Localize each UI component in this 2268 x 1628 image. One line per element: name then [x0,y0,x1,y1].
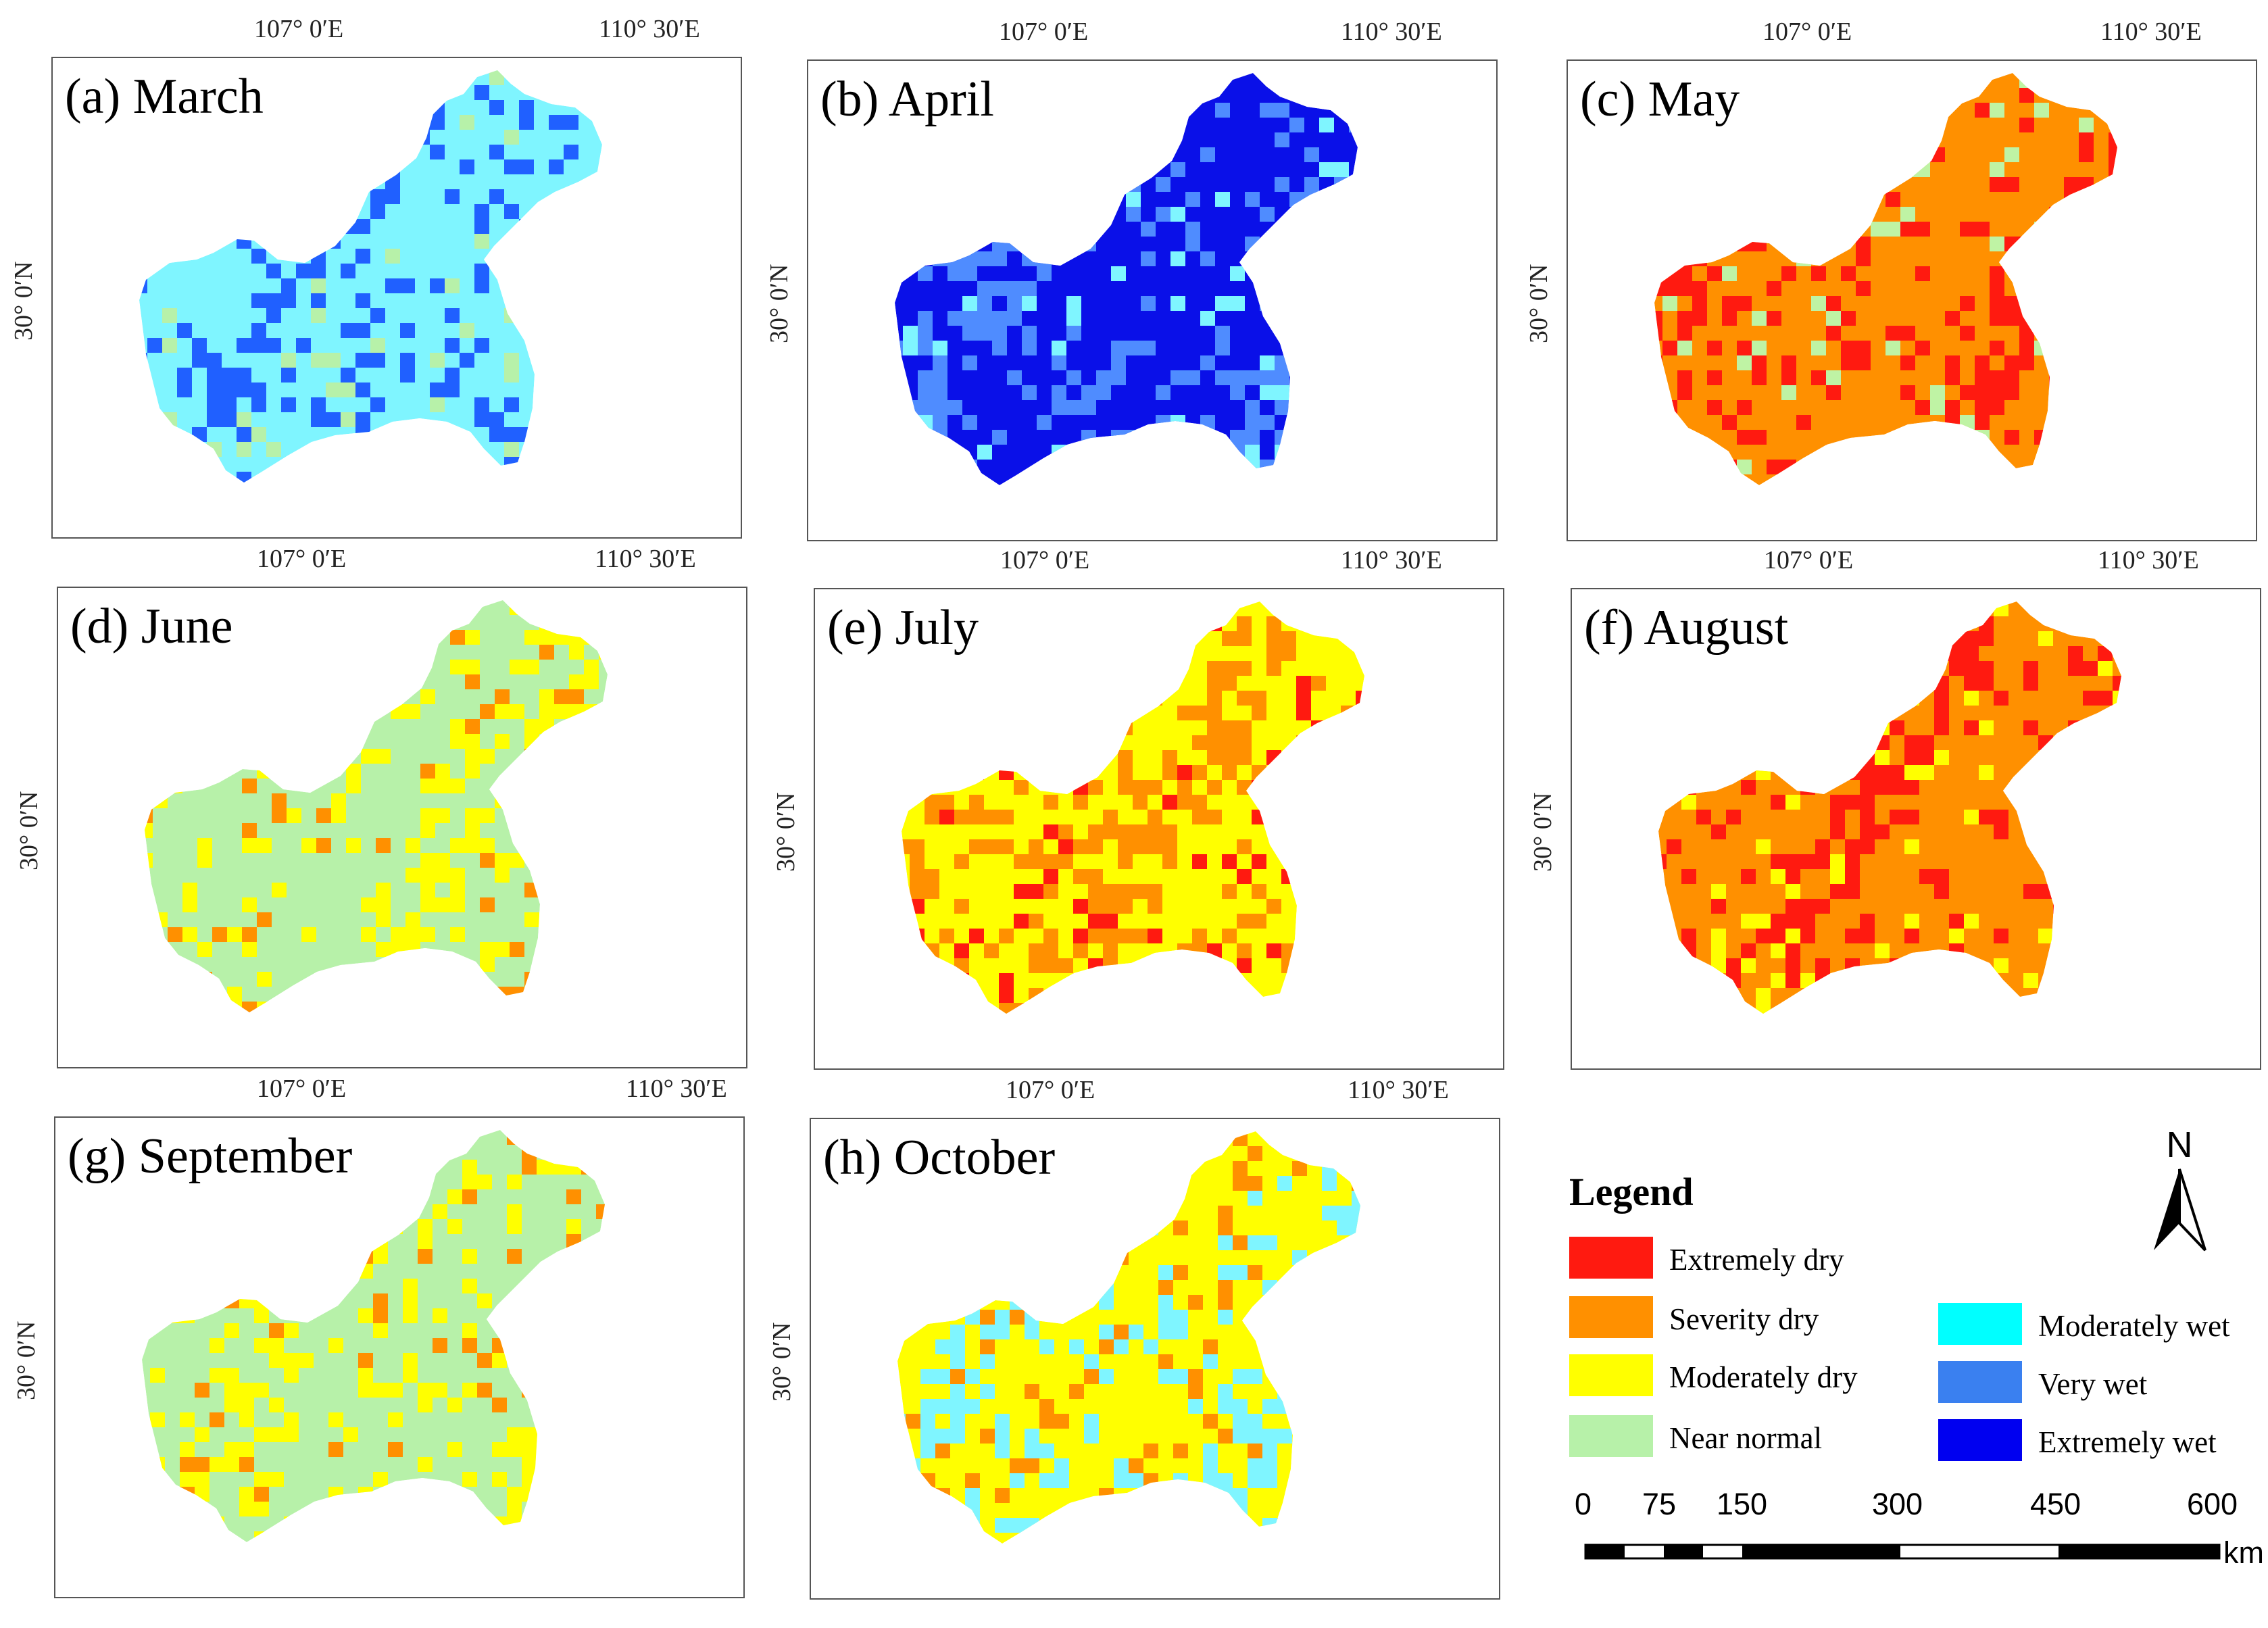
scale-label-75: 75 [1642,1487,1677,1521]
map-panel-may: (c) May 107° 0′E 110° 30′E 30° 0′N [1525,19,2257,541]
lon-tick-110-30: 110° 30′E [595,545,696,573]
legend-label: Extremely wet [2038,1425,2217,1459]
region-fill [1654,73,2117,485]
map-panel-august: (f) August 107° 0′E 110° 30′E 30° 0′N [1529,547,2261,1070]
drought-map [142,1130,605,1542]
legend-label: Moderately dry [1669,1360,1858,1394]
panel-title: (g) September [68,1129,353,1184]
lat-tick-30: 30° 0′N [12,1321,41,1400]
lon-tick-107: 107° 0′E [257,1075,347,1103]
panel-title: (d) June [70,599,233,654]
map-panel-april: (b) April 107° 0′E 110° 30′E 30° 0′N [765,19,1498,541]
lat-tick-30: 30° 0′N [1525,264,1553,343]
panel-title: (b) April [820,72,994,127]
north-arrow-icon: N [2154,1125,2207,1252]
legend-swatch [1938,1303,2022,1345]
drought-map [1654,73,2117,485]
legend-swatch [1938,1361,2022,1403]
lat-tick-30: 30° 0′N [765,264,793,343]
scale-bar-graphic [1584,1544,2221,1560]
legend-label: Severity dry [1669,1302,1819,1336]
lon-tick-110-30: 110° 30′E [599,15,700,43]
map-panel-march: (a) March 107° 0′E 110° 30′E 30° 0′N [9,16,742,539]
region-fill [145,600,608,1012]
region-fill [897,1131,1360,1544]
lon-tick-110-30: 110° 30′E [1341,18,1442,46]
drought-map [897,1131,1360,1544]
legend-swatch [1569,1296,1653,1338]
scale-label-0: 0 [1575,1487,1592,1521]
scale-bar: 0 75 150 300 450 600 km [1575,1487,2264,1570]
map-panel-october: (h) October 107° 0′E 110° 30′E 30° 0′N [768,1077,1500,1600]
drought-map [145,600,608,1012]
panel-title: (h) October [823,1130,1056,1185]
lon-tick-110-30: 110° 30′E [2098,546,2199,574]
scale-unit: km [2223,1535,2264,1570]
panel-title: (a) March [65,69,264,124]
scale-label-450: 450 [2030,1487,2081,1521]
lon-tick-110-30: 110° 30′E [2100,18,2202,46]
legend-label: Near normal [1669,1421,1823,1455]
lon-tick-110-30: 110° 30′E [1348,1076,1449,1104]
panel-title: (f) August [1584,600,1789,656]
lon-tick-107: 107° 0′E [1006,1076,1095,1104]
region-fill [142,1130,605,1542]
legend-label: Extremely dry [1669,1243,1844,1277]
scale-label-150: 150 [1717,1487,1768,1521]
legend-title: Legend [1569,1170,1694,1214]
lat-tick-30: 30° 0′N [1529,792,1557,872]
drought-map [139,70,602,483]
drought-map [895,73,1358,485]
legend-swatch [1569,1354,1653,1396]
lat-tick-30: 30° 0′N [9,261,38,341]
lon-tick-110-30: 110° 30′E [1341,546,1442,574]
legend-label: Moderately wet [2038,1309,2230,1343]
drought-map [1658,601,2121,1014]
lon-tick-107: 107° 0′E [257,545,347,573]
map-panel-september: (g) September 107° 0′E 110° 30′E 30° 0′N [12,1076,745,1598]
lat-tick-30: 30° 0′N [15,791,43,870]
panel-title: (c) May [1580,72,1740,127]
lon-tick-110-30: 110° 30′E [626,1075,727,1103]
legend-swatch [1569,1415,1653,1457]
legend-swatch [1569,1237,1653,1279]
region-fill [895,73,1358,485]
legend-label: Very wet [2038,1367,2148,1401]
north-label: N [2167,1125,2193,1165]
map-panel-june: (d) June 107° 0′E 110° 30′E 30° 0′N [15,546,747,1068]
lon-tick-107: 107° 0′E [999,18,1089,46]
lon-tick-107: 107° 0′E [1762,18,1852,46]
lat-tick-30: 30° 0′N [768,1322,796,1402]
map-panel-july: (e) July 107° 0′E 110° 30′E 30° 0′N [772,547,1504,1070]
region-fill [139,70,602,483]
lat-tick-30: 30° 0′N [772,792,800,872]
region-fill [902,601,1364,1014]
lon-tick-107: 107° 0′E [1000,546,1090,574]
scale-label-300: 300 [1872,1487,1923,1521]
lon-tick-107: 107° 0′E [1764,546,1854,574]
drought-map [902,601,1364,1014]
panel-title: (e) July [827,600,979,656]
lon-tick-107: 107° 0′E [254,15,344,43]
scale-label-600: 600 [2187,1487,2238,1521]
legend-swatch [1938,1419,2022,1461]
region-fill [1658,601,2121,1014]
